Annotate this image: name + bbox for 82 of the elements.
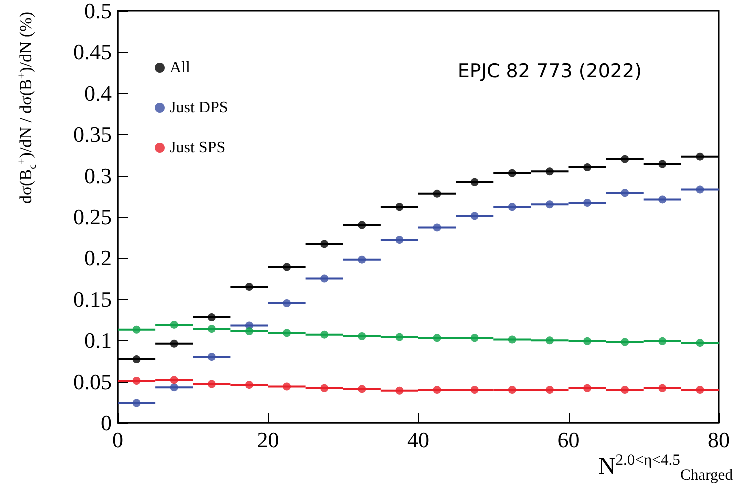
point: [208, 380, 216, 388]
y-tick-label: 0.1: [84, 328, 112, 354]
point: [584, 198, 592, 207]
point: [621, 386, 630, 394]
legend-label: Just SPS: [170, 140, 226, 156]
x-tick-label: 60: [558, 428, 580, 452]
point: [358, 385, 366, 394]
x-tick-label: 80: [708, 428, 730, 452]
point: [470, 212, 479, 220]
point: [508, 336, 516, 344]
point: [546, 200, 554, 209]
point: [170, 320, 178, 329]
point: [508, 169, 516, 178]
point: [433, 334, 442, 342]
y-tick-label: 0.15: [74, 286, 112, 312]
point: [621, 155, 630, 164]
point: [132, 399, 141, 408]
y-tick-label: 0: [101, 410, 112, 436]
point: [170, 384, 178, 392]
legend-label: All: [170, 60, 191, 76]
point: [396, 333, 404, 342]
point: [621, 189, 630, 198]
point: [470, 178, 479, 186]
point: [546, 168, 554, 176]
point: [132, 356, 141, 364]
point: [170, 340, 178, 348]
point: [658, 196, 667, 204]
y-tick-label: 0.2: [84, 246, 112, 271]
y-tick-label: 0.35: [74, 122, 112, 148]
point: [283, 300, 292, 308]
point: [245, 283, 254, 292]
point: [245, 381, 254, 390]
y-tick-label: 0.4: [84, 80, 112, 106]
point: [283, 382, 292, 391]
point: [584, 384, 592, 392]
point: [433, 190, 442, 198]
point: [696, 386, 704, 394]
point: [283, 329, 292, 338]
point: [208, 353, 216, 362]
annotation: EPJC 82 773 (2022): [458, 60, 642, 82]
point: [245, 328, 254, 336]
point: [696, 339, 704, 348]
x-tick-label: 40: [408, 428, 430, 452]
point: [433, 386, 442, 394]
point: [433, 224, 442, 232]
point: [320, 330, 329, 339]
point: [208, 314, 216, 322]
point: [132, 326, 141, 334]
point: [508, 203, 516, 212]
point: [320, 274, 329, 283]
point: [320, 384, 329, 392]
point: [696, 152, 704, 161]
point: [396, 386, 404, 395]
y-tick-label: 0.25: [74, 204, 112, 230]
point: [546, 336, 554, 345]
x-tick-label: 20: [257, 428, 280, 452]
y-tick-label: 0.05: [74, 369, 112, 394]
point: [170, 376, 178, 384]
point: [584, 164, 592, 172]
point: [320, 240, 329, 248]
point: [132, 376, 141, 385]
point: [584, 337, 592, 346]
point: [621, 338, 630, 346]
legend-label: Just DPS: [170, 100, 228, 116]
point: [358, 221, 366, 230]
y-tick-label: 0.5: [84, 0, 112, 24]
point: [208, 325, 216, 334]
y-tick-label: 0.45: [74, 40, 112, 65]
point: [658, 337, 667, 346]
point: [508, 386, 516, 394]
point: [658, 160, 667, 168]
point: [283, 263, 292, 272]
point: [396, 203, 404, 212]
point: [358, 256, 366, 264]
y-tick-label: 0.3: [84, 163, 112, 188]
point: [696, 186, 704, 194]
point: [658, 384, 667, 392]
point: [396, 236, 404, 244]
point: [470, 386, 479, 394]
point: [546, 386, 554, 394]
point: [470, 334, 479, 342]
point: [358, 332, 366, 340]
